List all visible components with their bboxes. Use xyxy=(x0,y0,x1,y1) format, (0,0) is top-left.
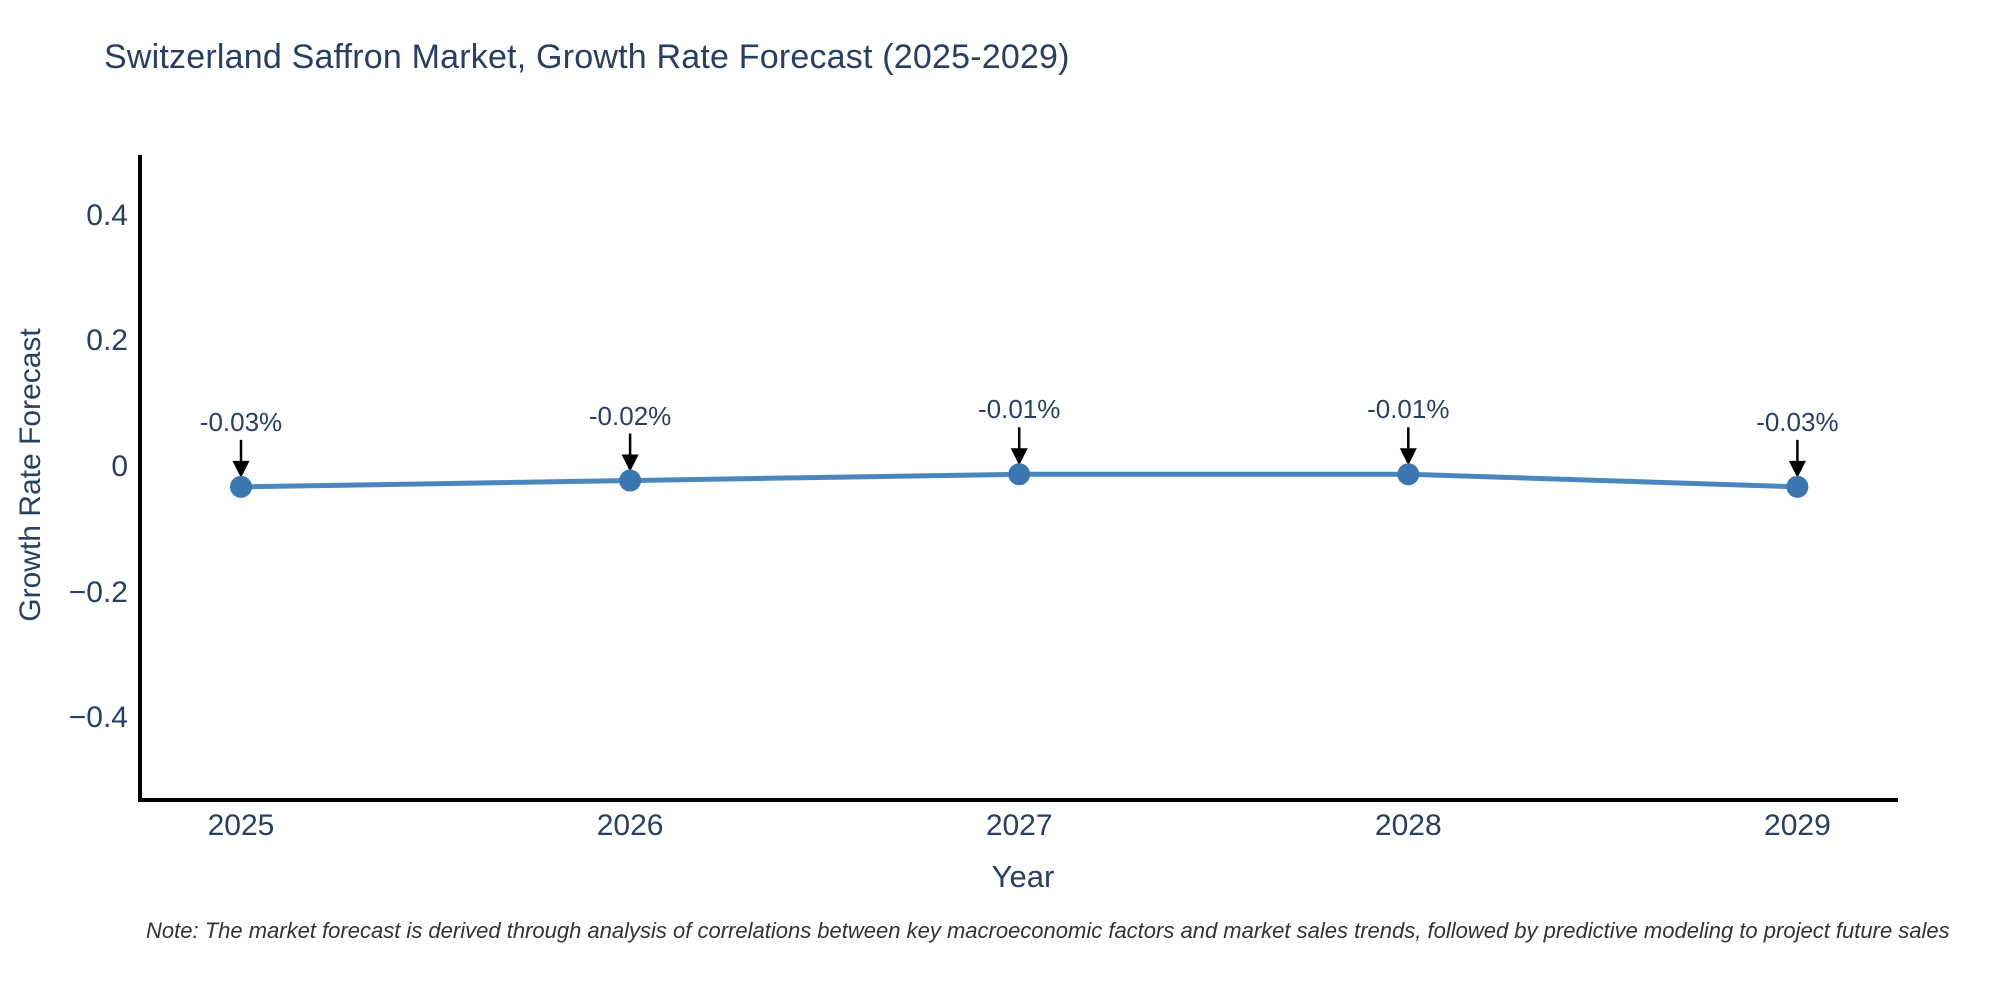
y-tick-label: 0 xyxy=(111,450,128,483)
annotation-arrow-head xyxy=(232,460,250,478)
x-tick-label: 2027 xyxy=(985,809,1053,842)
y-tick-label: 0.2 xyxy=(86,324,128,358)
data-point-marker xyxy=(230,475,252,498)
data-point-marker xyxy=(1786,475,1809,498)
y-tick-label: −0.2 xyxy=(68,575,128,609)
x-tick-label: 2028 xyxy=(1374,809,1442,842)
annotation-label: -0.03% xyxy=(199,406,283,437)
x-tick-label: 2029 xyxy=(1764,809,1831,842)
annotation-arrow-head xyxy=(621,454,639,472)
x-tick-label: 2026 xyxy=(596,809,664,842)
annotation-arrow-head xyxy=(1399,448,1417,466)
footnote: Note: The market forecast is derived thr… xyxy=(146,918,1950,943)
chart-title: Switzerland Saffron Market, Growth Rate … xyxy=(104,38,1070,76)
annotation-arrow-head xyxy=(1788,460,1806,478)
x-tick-label: 2025 xyxy=(207,809,275,842)
y-tick-label: −0.4 xyxy=(68,701,128,735)
data-point-marker xyxy=(1008,463,1031,486)
data-point-marker xyxy=(619,469,642,492)
annotation-arrow-head xyxy=(1010,448,1028,466)
data-point-marker xyxy=(1397,463,1420,486)
annotation-label: -0.03% xyxy=(1756,406,1839,437)
y-tick-label: 0.4 xyxy=(86,198,128,232)
annotation-label: -0.01% xyxy=(977,394,1061,425)
x-axis-title: Year xyxy=(991,859,1055,894)
annotation-label: -0.02% xyxy=(588,400,672,431)
annotation-label: -0.01% xyxy=(1367,394,1450,425)
